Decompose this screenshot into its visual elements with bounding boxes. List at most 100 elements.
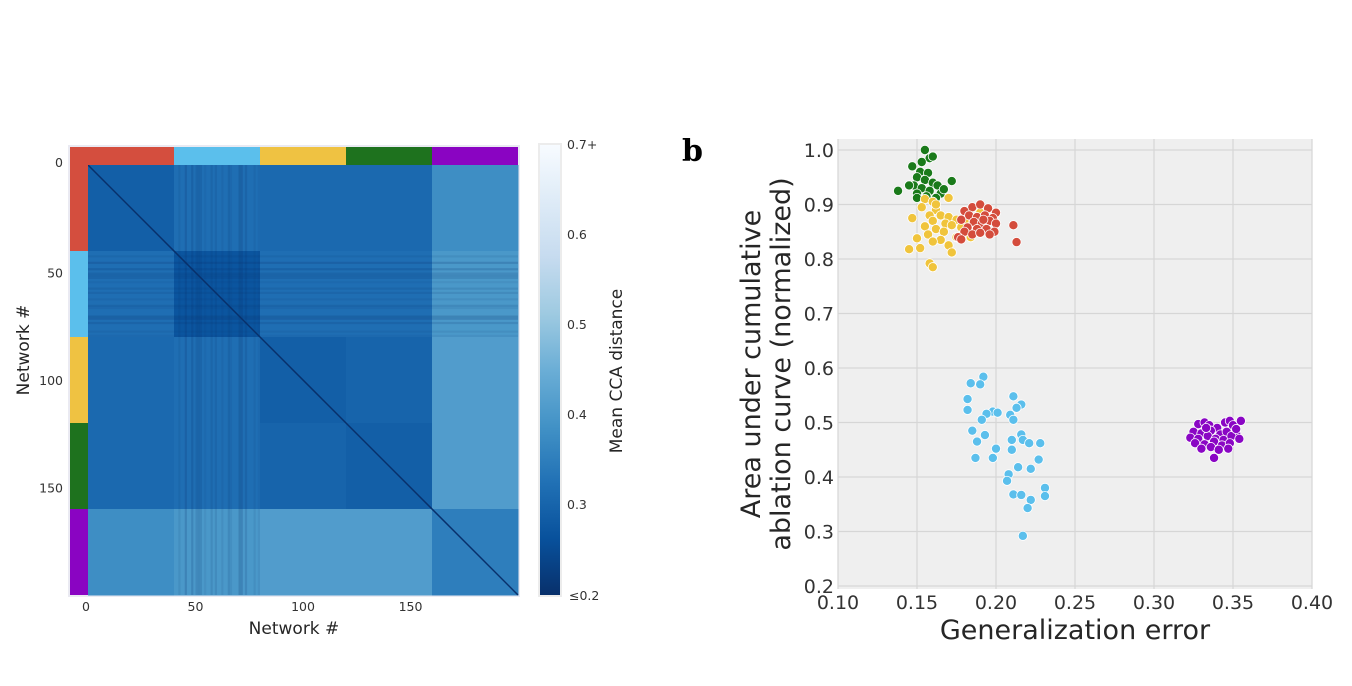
- x-tick-label: 0.25: [1054, 592, 1096, 614]
- data-point: [979, 430, 990, 441]
- x-tick-label: 0.40: [1291, 592, 1333, 614]
- heatmap-block: [432, 251, 519, 338]
- scatter-x-ticks: 0.10 0.15 0.20 0.25 0.30 0.35 0.40: [817, 592, 1333, 614]
- group-bar-green: [346, 147, 432, 165]
- heatmap-blocks: [88, 165, 519, 596]
- heatmap-block: [260, 251, 347, 338]
- data-point: [946, 220, 957, 231]
- heatmap-row-stripe: [88, 298, 518, 301]
- x-tick-label: 0: [82, 599, 90, 614]
- scatter-y-axis-label-line-1: Area under cumulative: [736, 210, 767, 518]
- series-red: [953, 199, 1022, 248]
- heatmap-row-stripe: [88, 315, 518, 318]
- y-tick-label: 0.7: [804, 304, 834, 326]
- heatmap-block: [432, 165, 519, 252]
- data-point: [975, 227, 986, 238]
- colorbar-gradient: [540, 145, 560, 595]
- data-point: [1016, 489, 1027, 500]
- heatmap-column-stripe: [197, 165, 200, 595]
- data-point: [1213, 444, 1224, 455]
- group-bar-red: [70, 147, 174, 165]
- data-point: [930, 199, 941, 210]
- heatmap-row-stripe: [88, 276, 518, 279]
- data-point: [967, 425, 978, 436]
- group-bar-red: [70, 147, 88, 251]
- heatmap-block: [174, 165, 261, 252]
- scatter-y-ticks: 0.2 0.3 0.4 0.5 0.6 0.7 0.8 0.9 1.0: [804, 140, 834, 598]
- heatmap-block: [346, 337, 433, 424]
- x-tick-label: 0.30: [1133, 592, 1175, 614]
- data-point: [991, 443, 1002, 454]
- data-point: [978, 214, 989, 225]
- y-tick-label: 50: [47, 266, 63, 281]
- heatmap-row-stripe: [88, 291, 518, 294]
- colorbar-tick-label: 0.7+: [567, 137, 597, 152]
- data-point: [1231, 424, 1242, 435]
- y-tick-label: 0.9: [804, 195, 834, 217]
- data-point: [1033, 454, 1044, 465]
- data-point: [1190, 438, 1201, 449]
- heatmap-row-stripe: [88, 306, 518, 310]
- heatmap-row-stripe: [88, 304, 518, 307]
- heatmap-diagonal: [87, 164, 519, 596]
- data-point: [927, 236, 938, 247]
- heatmap-block: [88, 423, 175, 510]
- series-purple: [1185, 415, 1246, 463]
- data-point: [1223, 443, 1234, 454]
- heatmap-row-stripe: [88, 281, 518, 284]
- data-point: [1022, 503, 1033, 514]
- colorbar-tick-label: ≤0.2: [569, 588, 599, 603]
- heatmap-block: [346, 165, 433, 252]
- scatter-y-axis-label: Area under cumulative ablation curve (no…: [736, 177, 797, 550]
- heatmap-row-stripe: [88, 261, 518, 264]
- group-bar-purple: [432, 147, 518, 165]
- group-bar-yellow: [260, 147, 346, 165]
- heatmap-block: [432, 423, 519, 510]
- data-point: [1039, 491, 1050, 502]
- data-point: [893, 185, 904, 196]
- heatmap-column-stripe: [191, 165, 194, 595]
- heatmap-column-stripe: [257, 165, 260, 595]
- data-point: [915, 243, 926, 254]
- data-point: [916, 202, 927, 213]
- x-tick-label: 100: [291, 599, 315, 614]
- heatmap-column-stripe: [178, 165, 181, 595]
- x-tick-label: 0.20: [975, 592, 1017, 614]
- data-point: [904, 180, 915, 191]
- heatmap-x-axis-label: Network #: [249, 619, 340, 639]
- data-point: [927, 151, 938, 162]
- heatmap-block: [260, 509, 347, 596]
- data-point: [975, 199, 986, 210]
- data-point: [970, 452, 981, 463]
- data-point: [1008, 391, 1019, 402]
- data-point: [975, 379, 986, 390]
- data-point: [1011, 402, 1022, 413]
- data-point: [1035, 438, 1046, 449]
- scatter-points: [893, 144, 1246, 541]
- heatmap-block: [88, 509, 175, 596]
- scatter-panel: b 0.20.30.40.50.60.70.80.91.0 0.10 0.15 0.…: [682, 134, 1333, 646]
- y-tick-label: 0.2: [804, 576, 834, 598]
- y-tick-label: 0.3: [804, 522, 834, 544]
- data-point: [927, 262, 938, 273]
- heatmap-stripes: [88, 165, 518, 595]
- group-bar-light-blue: [174, 147, 260, 165]
- data-point: [1201, 422, 1212, 433]
- heatmap-row-stripe: [88, 272, 518, 275]
- y-tick-label: 0.6: [804, 358, 834, 380]
- y-tick-label: 0.5: [804, 413, 834, 435]
- data-point: [907, 161, 918, 172]
- data-point: [946, 247, 957, 258]
- heatmap-x-ticks: 0 50 100 150: [82, 599, 422, 614]
- heatmap-panel: 0 50 100 150 0 50 100 150 Network # Netw…: [14, 137, 627, 639]
- colorbar-tick-label: 0.3: [567, 497, 587, 512]
- data-point: [923, 229, 934, 240]
- group-bar-purple: [70, 509, 88, 595]
- heatmap-block: [88, 251, 175, 338]
- scatter-y-axis-label-line-2: ablation curve (normalized): [766, 177, 797, 550]
- data-point: [1017, 530, 1028, 541]
- heatmap-block: [88, 337, 175, 424]
- heatmap-row-stripe: [88, 321, 518, 325]
- heatmap-column-stripe: [238, 165, 241, 595]
- data-point: [1234, 433, 1245, 444]
